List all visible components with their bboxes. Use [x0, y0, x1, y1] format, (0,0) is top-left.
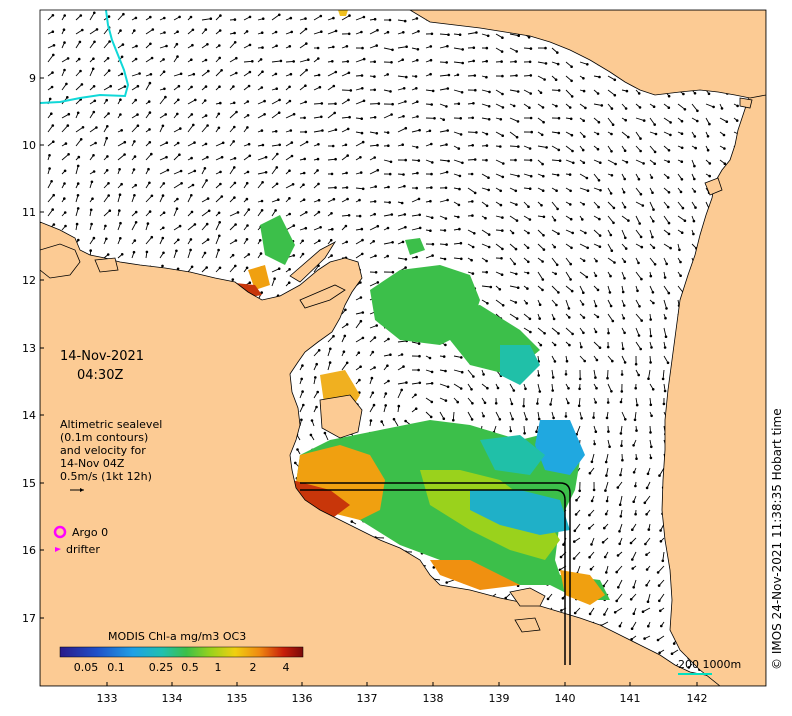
boundary-line — [40, 10, 130, 104]
x-tick-label: 141 — [620, 692, 641, 705]
y-tick-label: 12 — [22, 274, 36, 287]
argo-marker-icon — [53, 525, 67, 539]
x-tick-label: 139 — [489, 692, 510, 705]
y-tick-label: 9 — [29, 72, 36, 85]
map-time: 04:30Z — [77, 368, 123, 383]
colorbar-bar — [59, 646, 304, 658]
scale-arrow-icon — [70, 488, 84, 492]
legend-argo-label: Argo 0 — [72, 526, 108, 539]
scale-label: 200 1000m — [678, 658, 741, 671]
colorbar-tick-label: 0.05 — [74, 661, 99, 674]
x-axis: 133 134 135 136 137 138 139 140 141 142 — [97, 682, 708, 705]
colorbar-tick-label: 1 — [215, 661, 222, 674]
x-tick-label: 142 — [687, 692, 708, 705]
scale-bar: 200 1000m — [678, 658, 741, 675]
colorbar-tick-label: 0.1 — [107, 661, 125, 674]
annotation-line-2: (0.1m contours) — [60, 431, 148, 444]
colorbar-tick-label: 0.25 — [149, 661, 174, 674]
colorbar-tick-label: 2 — [250, 661, 257, 674]
annotation-line-5: 0.5m/s (1kt 12h) — [60, 470, 152, 483]
x-tick-label: 140 — [555, 692, 576, 705]
y-tick-label: 13 — [22, 342, 36, 355]
y-tick-label: 16 — [22, 544, 36, 557]
colorbar: MODIS Chl-a mg/m3 OC3 0.05 0.1 0.25 0.5 1 2 4 — [59, 630, 304, 674]
y-axis: 9 10 11 12 13 14 15 16 17 — [22, 72, 44, 625]
legend-drifter-label: drifter — [66, 543, 100, 556]
x-tick-label: 135 — [227, 692, 248, 705]
x-tick-label: 137 — [357, 692, 378, 705]
map-date: 14-Nov-2021 — [60, 349, 144, 364]
x-tick-label: 134 — [162, 692, 183, 705]
drifter-tracks — [300, 482, 571, 665]
legend: Argo 0 drifter — [53, 525, 108, 556]
annotation-block: Altimetric sealevel (0.1m contours) and … — [60, 418, 162, 492]
drifter-marker-icon — [55, 547, 61, 552]
annotation-line-1: Altimetric sealevel — [60, 418, 162, 431]
y-tick-label: 11 — [22, 206, 36, 219]
annotation-line-4: 14-Nov 04Z — [60, 457, 125, 470]
y-tick-label: 14 — [22, 409, 36, 422]
x-tick-label: 138 — [423, 692, 444, 705]
colorbar-tick-label: 4 — [283, 661, 290, 674]
annotation-line-3: and velocity for — [60, 444, 146, 457]
land-layer — [40, 10, 766, 686]
y-tick-label: 15 — [22, 477, 36, 490]
x-tick-label: 133 — [97, 692, 118, 705]
colorbar-tick-label: 0.5 — [181, 661, 199, 674]
y-tick-label: 17 — [22, 612, 36, 625]
map-layers — [40, 10, 766, 686]
y-tick-label: 10 — [22, 139, 36, 152]
colorbar-title: MODIS Chl-a mg/m3 OC3 — [108, 630, 246, 643]
credit-text: © IMOS 24-Nov-2021 11:38:35 Hobart time — [770, 408, 784, 670]
x-tick-label: 136 — [292, 692, 313, 705]
chlorophyll-layer — [235, 215, 610, 605]
